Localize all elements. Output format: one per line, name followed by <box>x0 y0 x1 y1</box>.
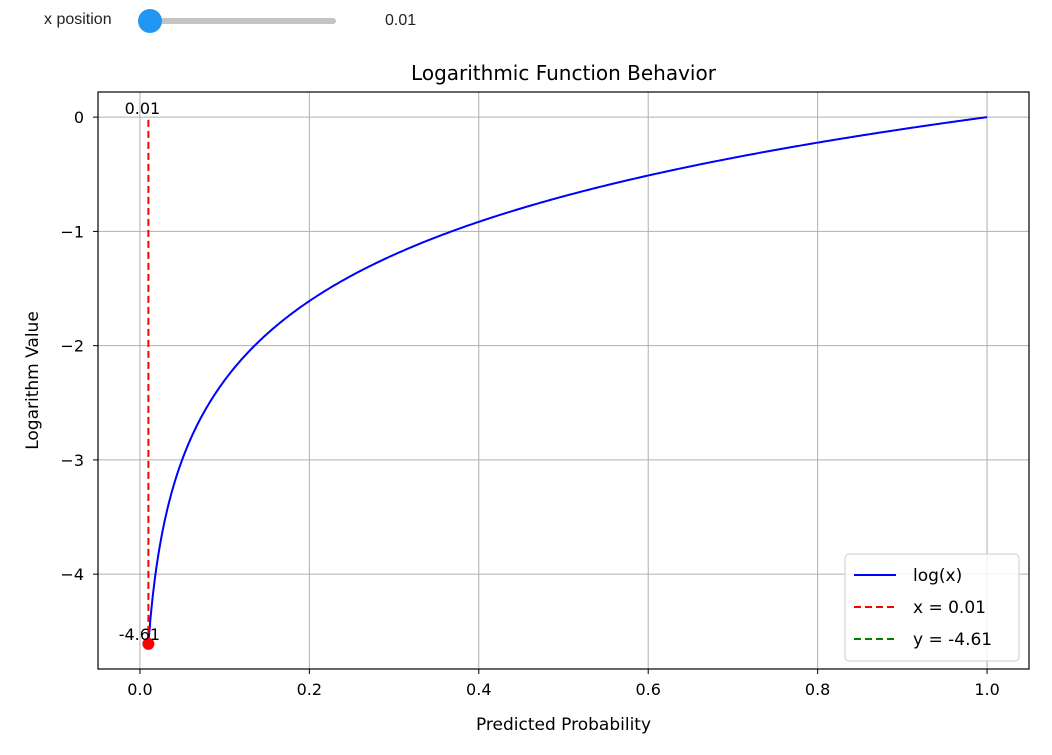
slider-value: 0.01 <box>385 12 417 29</box>
legend-label: y = -4.61 <box>913 630 992 650</box>
ticks: 0.0 0.2 0.4 0.6 0.8 1.0 0 −1 −2 −3 −4 <box>60 108 999 699</box>
x-value-annotation: 0.01 <box>125 99 161 118</box>
log-curve <box>147 116 988 644</box>
x-tick-label: 0.6 <box>635 680 660 699</box>
slider-label: x position <box>44 11 112 28</box>
x-axis-label: Predicted Probability <box>476 715 651 735</box>
legend-box <box>844 553 1020 662</box>
slider-handle[interactable] <box>138 9 162 33</box>
plot-frame <box>97 91 1030 670</box>
x-tick-label: 0.4 <box>466 680 491 699</box>
y-tick-label: 0 <box>74 108 84 127</box>
y-tick-label: −4 <box>60 565 84 584</box>
x-tick-label: 1.0 <box>974 680 999 699</box>
y-value-annotation: -4.61 <box>119 625 160 644</box>
slider-widget: x position 0.01 <box>0 0 1052 46</box>
y-tick-label: −2 <box>60 337 84 356</box>
x-tick-label: 0.2 <box>297 680 322 699</box>
series-layer: 0.01 -4.61 <box>119 99 988 650</box>
x-tick-label: 0.8 <box>805 680 830 699</box>
y-tick-label: −1 <box>60 222 84 241</box>
y-axis-label: Logarithm Value <box>23 311 43 450</box>
x-tick-label: 0.0 <box>127 680 152 699</box>
point-marker <box>142 637 155 650</box>
x-position-slider[interactable] <box>138 9 336 33</box>
legend: log(x) x = 0.01 y = -4.61 <box>844 553 1020 662</box>
legend-label: x = 0.01 <box>913 598 986 618</box>
y-tick-label: −3 <box>60 451 84 470</box>
chart-title: Logarithmic Function Behavior <box>411 61 717 85</box>
legend-label: log(x) <box>913 566 962 586</box>
